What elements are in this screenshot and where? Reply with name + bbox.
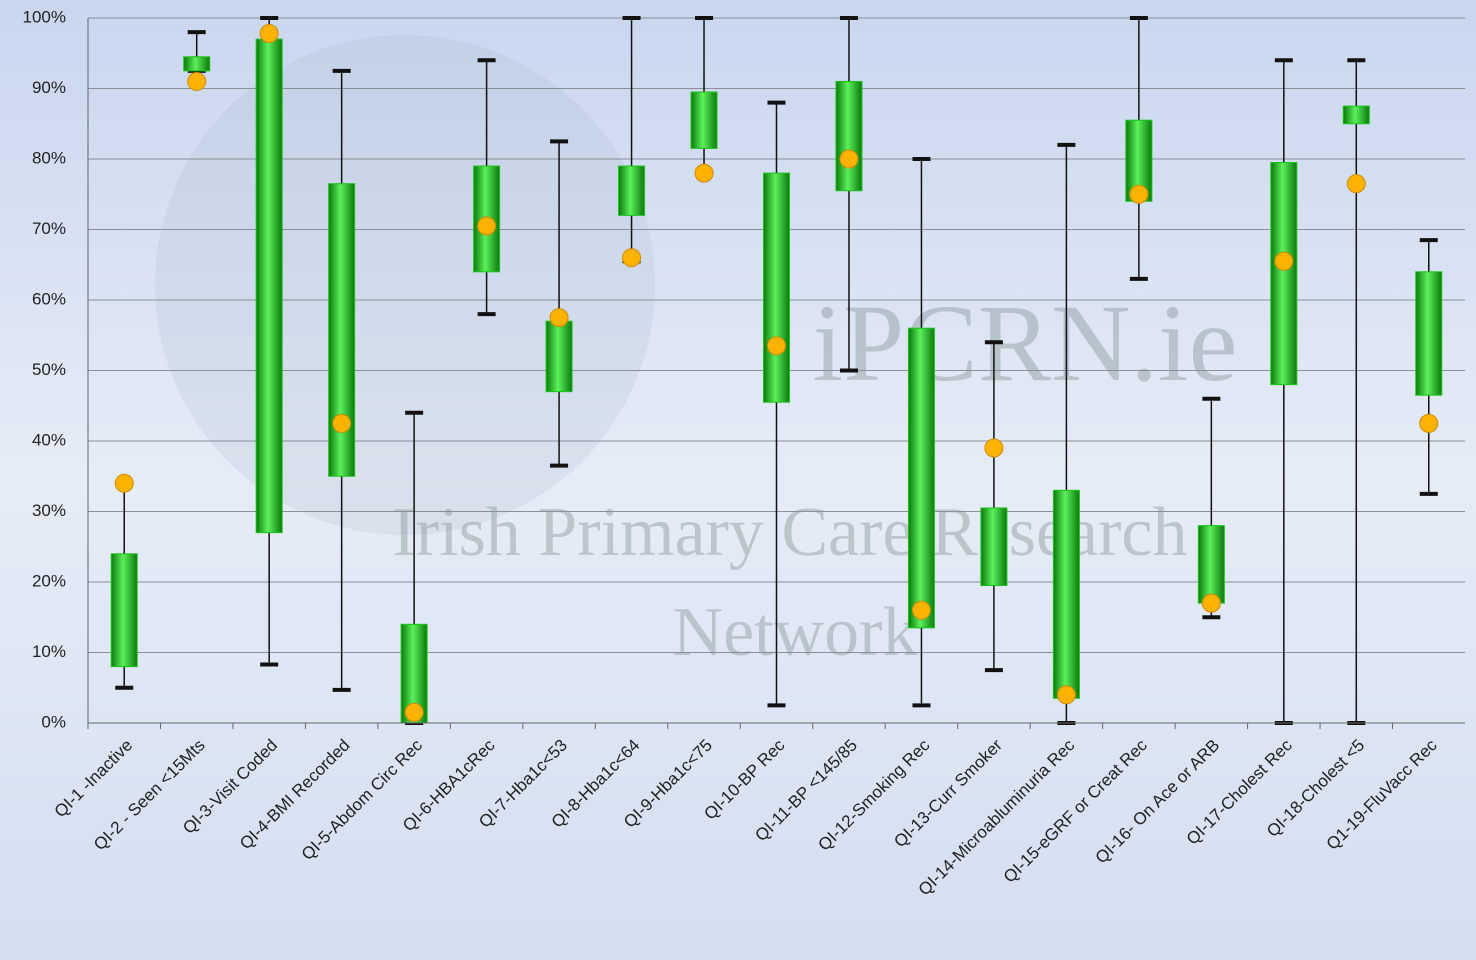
point — [1420, 414, 1438, 432]
point — [912, 601, 930, 619]
y-tick-label: 80% — [32, 148, 66, 167]
watermark-logo — [155, 35, 655, 535]
box — [836, 81, 862, 190]
chart: iPCRN.ie Irish Primary Care Research Net… — [0, 0, 1476, 960]
box — [764, 173, 790, 402]
y-tick-label: 100% — [23, 7, 66, 26]
point — [623, 249, 641, 267]
box — [1271, 163, 1297, 385]
box — [1343, 106, 1369, 124]
point — [840, 150, 858, 168]
box — [908, 328, 934, 628]
box — [184, 57, 210, 71]
point — [1202, 594, 1220, 612]
point — [188, 72, 206, 90]
point — [1057, 686, 1075, 704]
point — [550, 309, 568, 327]
y-tick-label: 90% — [32, 78, 66, 97]
y-tick-label: 60% — [32, 289, 66, 308]
point — [768, 337, 786, 355]
point — [478, 217, 496, 235]
box — [546, 321, 572, 392]
y-tick-label: 50% — [32, 360, 66, 379]
point — [405, 703, 423, 721]
point — [1347, 175, 1365, 193]
box — [1416, 272, 1442, 395]
box — [256, 39, 282, 533]
box — [981, 508, 1007, 586]
point — [260, 25, 278, 43]
box — [619, 166, 645, 215]
box — [111, 554, 137, 667]
point — [695, 164, 713, 182]
y-tick-label: 0% — [41, 712, 66, 731]
point — [1275, 252, 1293, 270]
point — [985, 439, 1003, 457]
box — [1198, 526, 1224, 604]
point — [1130, 185, 1148, 203]
box — [1053, 490, 1079, 698]
y-tick-label: 10% — [32, 642, 66, 661]
box — [691, 92, 717, 148]
point — [115, 474, 133, 492]
y-tick-label: 70% — [32, 219, 66, 238]
y-tick-label: 30% — [32, 501, 66, 520]
watermark: Network — [673, 594, 918, 671]
point — [333, 414, 351, 432]
y-tick-label: 40% — [32, 430, 66, 449]
y-tick-label: 20% — [32, 571, 66, 590]
